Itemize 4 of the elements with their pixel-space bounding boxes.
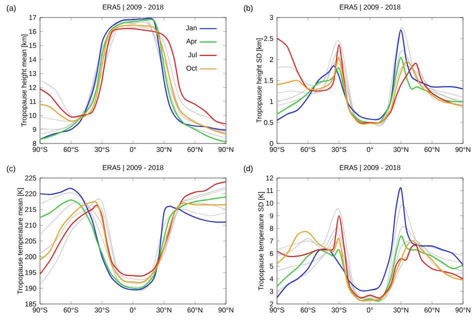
text: (d) <box>244 165 253 173</box>
text: (a) <box>6 4 16 12</box>
text: (c) <box>6 165 16 173</box>
text: (b) <box>244 4 253 12</box>
